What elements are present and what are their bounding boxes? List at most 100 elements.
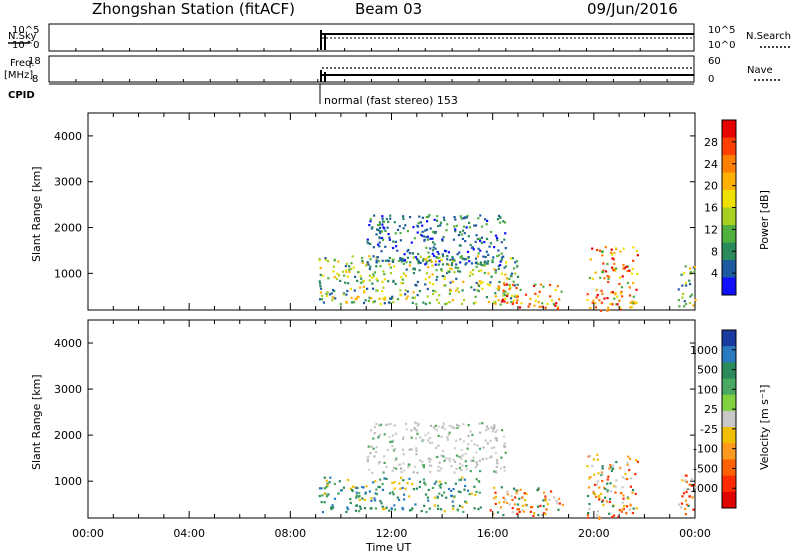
echo-cell [358, 492, 361, 495]
echo-cell [626, 269, 629, 273]
echo-cell [490, 275, 493, 278]
echo-cell [444, 303, 447, 306]
echo-cell [597, 472, 600, 475]
echo-cell [493, 446, 496, 449]
echo-cell [402, 462, 405, 465]
echo-cell [634, 492, 637, 495]
echo-cell [375, 493, 378, 496]
echo-cell [432, 292, 435, 296]
echo-cell [368, 274, 371, 277]
echo-cell [614, 247, 618, 250]
echo-cell [593, 493, 596, 496]
echo-cell [428, 255, 431, 258]
echo-cell [689, 267, 692, 270]
echo-cell [521, 509, 524, 512]
echo-cell [337, 492, 340, 495]
echo-cell [613, 297, 616, 300]
echo-cell [606, 297, 609, 300]
echo-cell [598, 496, 601, 499]
echo-cell [372, 273, 375, 276]
echo-cell [613, 262, 616, 265]
echo-cell [372, 301, 375, 304]
echo-cell [408, 264, 411, 267]
echo-cell [489, 281, 492, 284]
echo-cell [427, 432, 430, 435]
echo-cell [635, 507, 638, 510]
echo-cell [549, 283, 552, 287]
echo-cell [494, 495, 497, 498]
noise-tick-left-high: 10^5 [12, 25, 39, 36]
echo-cell [373, 497, 376, 500]
echo-cell [455, 277, 458, 280]
echo-cell [503, 469, 506, 472]
echo-cell [371, 226, 374, 229]
echo-cell [629, 503, 632, 506]
echo-cell [370, 499, 373, 502]
echo-cell [370, 297, 373, 300]
echo-cell [586, 293, 589, 296]
echo-cell [510, 275, 513, 278]
echo-cell [431, 249, 435, 252]
echo-cell [321, 494, 324, 497]
echo-cell [452, 507, 455, 511]
echo-cell [381, 297, 385, 300]
echo-cell [455, 467, 458, 470]
echo-cell [628, 286, 631, 289]
echo-cell [622, 247, 625, 250]
echo-cell [609, 498, 612, 501]
echo-cell [494, 430, 497, 433]
echo-cell [498, 501, 501, 504]
echo-cell [533, 512, 536, 515]
echo-cell [524, 503, 527, 506]
echo-cell [610, 248, 613, 251]
echo-cell [377, 436, 380, 439]
echo-cell [622, 264, 625, 267]
echo-cell [616, 295, 619, 298]
echo-cell [464, 240, 467, 243]
echo-cell [425, 246, 428, 249]
colorbar-frame [721, 329, 737, 509]
echo-cell [429, 424, 433, 427]
echo-cell [443, 219, 446, 222]
echo-cell [363, 498, 366, 501]
echo-cell [358, 498, 361, 501]
echo-cell [419, 255, 422, 258]
echo-cell [432, 254, 436, 257]
echo-cell [497, 267, 500, 270]
echo-cell [615, 461, 618, 464]
echo-cell [368, 224, 371, 227]
echo-cell [509, 285, 512, 288]
echo-cell [438, 484, 441, 487]
freq-panel-frame [48, 55, 695, 83]
echo-cell [688, 495, 691, 498]
echo-cell [338, 480, 341, 483]
echo-cell [359, 274, 362, 278]
echo-cell [616, 303, 619, 306]
echo-cell [398, 498, 401, 501]
echo-cell [452, 259, 455, 263]
echo-cell [453, 271, 456, 274]
echo-cell [462, 423, 465, 426]
echo-cell [482, 255, 485, 258]
echo-cell [586, 299, 589, 302]
echo-cell [542, 505, 545, 508]
echo-cell [402, 498, 406, 501]
echo-cell [426, 220, 429, 223]
echo-cell [515, 286, 518, 290]
echo-cell [519, 488, 522, 491]
echo-cell [487, 427, 490, 430]
echo-cell [356, 295, 359, 298]
colorbar-tick-label: -25 [700, 423, 718, 436]
echo-cell [612, 485, 616, 488]
echo-cell [385, 477, 388, 480]
echo-cell [348, 265, 351, 268]
echo-cell [431, 486, 435, 489]
echo-cell [473, 288, 476, 291]
echo-cell [376, 256, 379, 259]
echo-cell [451, 299, 454, 302]
echo-cell [355, 496, 358, 499]
echo-cell [487, 272, 490, 275]
echo-cell [387, 260, 391, 263]
echo-cell [362, 301, 366, 305]
echo-cell [391, 481, 394, 485]
